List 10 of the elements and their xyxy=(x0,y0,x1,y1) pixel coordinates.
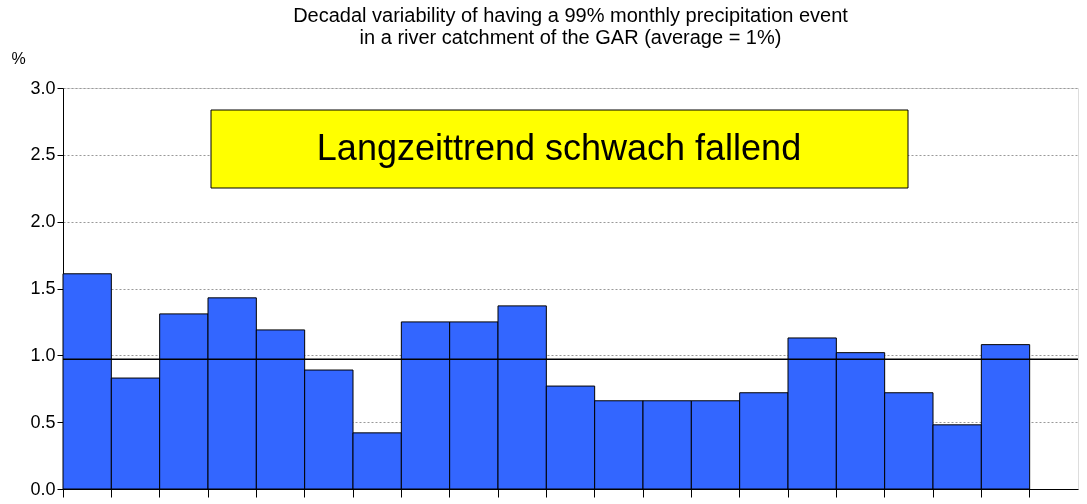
annotation: Langzeittrend schwach fallend xyxy=(316,127,802,168)
y-tick-label: 1.5 xyxy=(30,278,56,298)
y-tick-label: 2.0 xyxy=(30,211,56,232)
chart-title: Decadal variability of having a 99% monthly precipitation event in a river catchment of the GAR (average = 1%) xyxy=(293,4,849,48)
y-tick-label: 3.0 xyxy=(30,77,56,98)
y-axis-title: % xyxy=(11,49,26,67)
y-tick-label: 0.5 xyxy=(30,411,56,432)
y-tick-label: 0.0 xyxy=(30,478,56,499)
y-tick-label: 1.0 xyxy=(30,344,56,365)
y-tick-label: 2.5 xyxy=(30,144,56,165)
